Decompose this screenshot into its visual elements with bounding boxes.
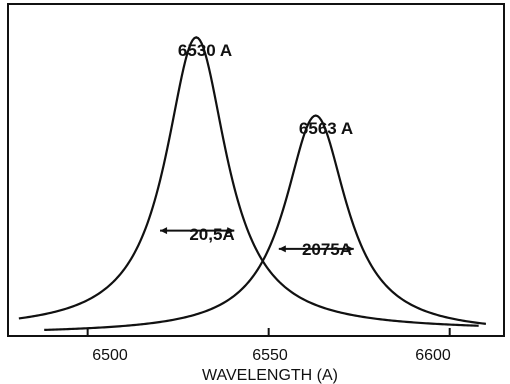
series-line-1 xyxy=(18,36,479,327)
x-axis-label: WAVELENGTH (A) xyxy=(202,367,338,384)
width-arrowhead-left-1 xyxy=(160,227,168,235)
x-tick-label-6600: 6600 xyxy=(415,347,451,364)
x-tick-label-6550: 6550 xyxy=(252,347,288,364)
peak-label-6530: 6530 A xyxy=(178,41,232,60)
width-arrowhead-right-1 xyxy=(227,227,235,235)
x-tick-label-6500: 6500 xyxy=(92,347,128,364)
width-arrowhead-left-2 xyxy=(278,245,286,253)
plot-frame xyxy=(7,3,505,337)
width-label-2: 2075A xyxy=(302,240,352,259)
width-label-1: 20,5A xyxy=(189,225,234,244)
width-arrowhead-right-2 xyxy=(346,245,354,253)
series-line-2 xyxy=(44,114,487,331)
peak-label-6563: 6563 A xyxy=(299,119,353,138)
